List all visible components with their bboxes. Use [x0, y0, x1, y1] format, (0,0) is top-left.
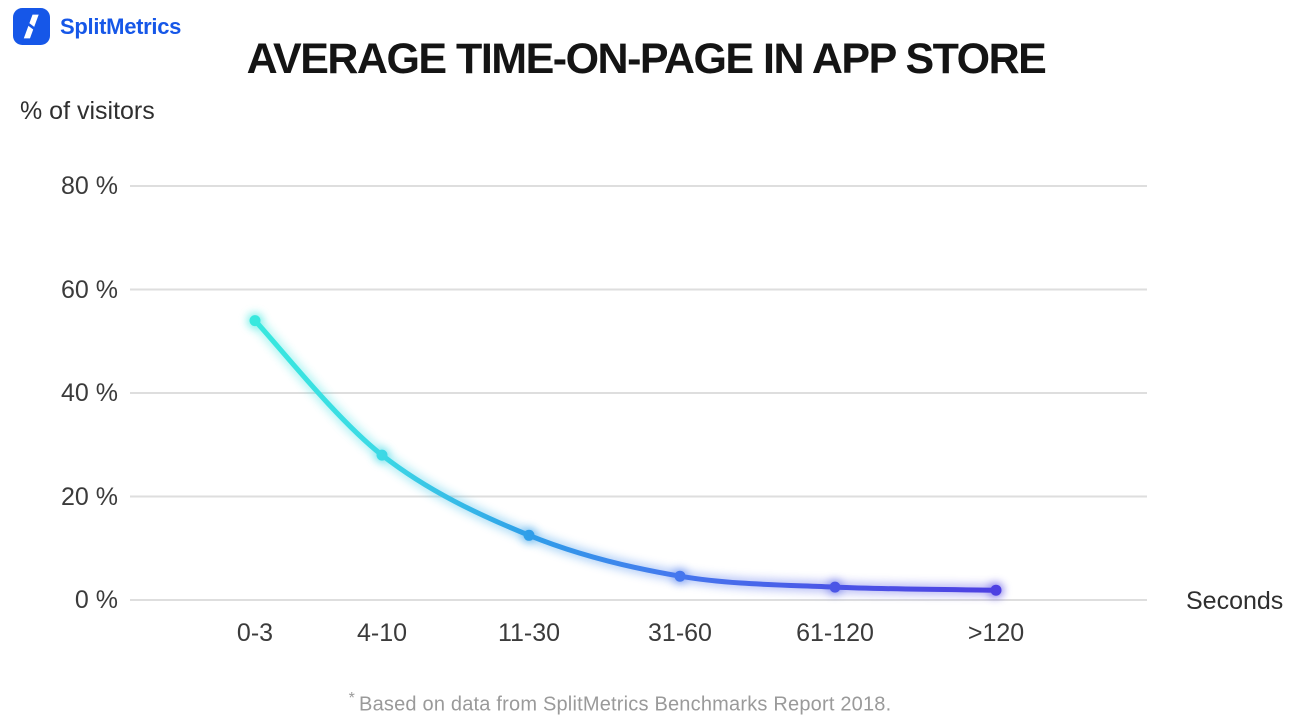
y-axis-tick-label: 20 %	[61, 482, 118, 511]
data-point	[829, 581, 841, 593]
footnote: * Based on data from SplitMetrics Benchma…	[0, 690, 1240, 717]
y-axis-tick-label: 0 %	[74, 586, 118, 614]
x-axis-tick-label: 11-30	[497, 619, 561, 647]
gridlines	[130, 185, 1147, 601]
data-point	[990, 584, 1002, 596]
x-axis-tick-label: 31-60	[648, 619, 712, 647]
y-axis-tick-label: 80 %	[61, 172, 118, 200]
splitmetrics-logo: SplitMetrics	[13, 8, 181, 45]
x-axis-title: Seconds	[1186, 587, 1284, 615]
x-axis-tick-label: >120	[967, 619, 1025, 647]
page-title: AVERAGE TIME-ON-PAGE IN APP STORE	[246, 34, 1047, 83]
line-series-glow	[249, 315, 1002, 596]
splitmetrics-logo-icon	[13, 8, 50, 45]
y-axis-tick-label: 60 %	[61, 275, 118, 304]
data-point	[523, 529, 535, 541]
data-point	[376, 449, 388, 461]
brand-name: SplitMetrics	[60, 13, 182, 39]
data-point	[674, 570, 686, 582]
x-axis-tick-label: 0-3	[236, 619, 274, 647]
x-axis-tick-label: 61-120	[796, 619, 874, 647]
line-series	[252, 318, 999, 593]
footnote-asterisk: *	[348, 690, 356, 707]
y-axis-tick-label: 40 %	[61, 379, 118, 407]
y-axis-title: % of visitors	[20, 97, 155, 125]
footnote-text: Based on data from SplitMetrics Benchmar…	[359, 693, 892, 716]
x-axis-tick-label: 4-10	[356, 619, 408, 647]
data-points	[247, 313, 1004, 598]
data-point	[249, 315, 261, 327]
